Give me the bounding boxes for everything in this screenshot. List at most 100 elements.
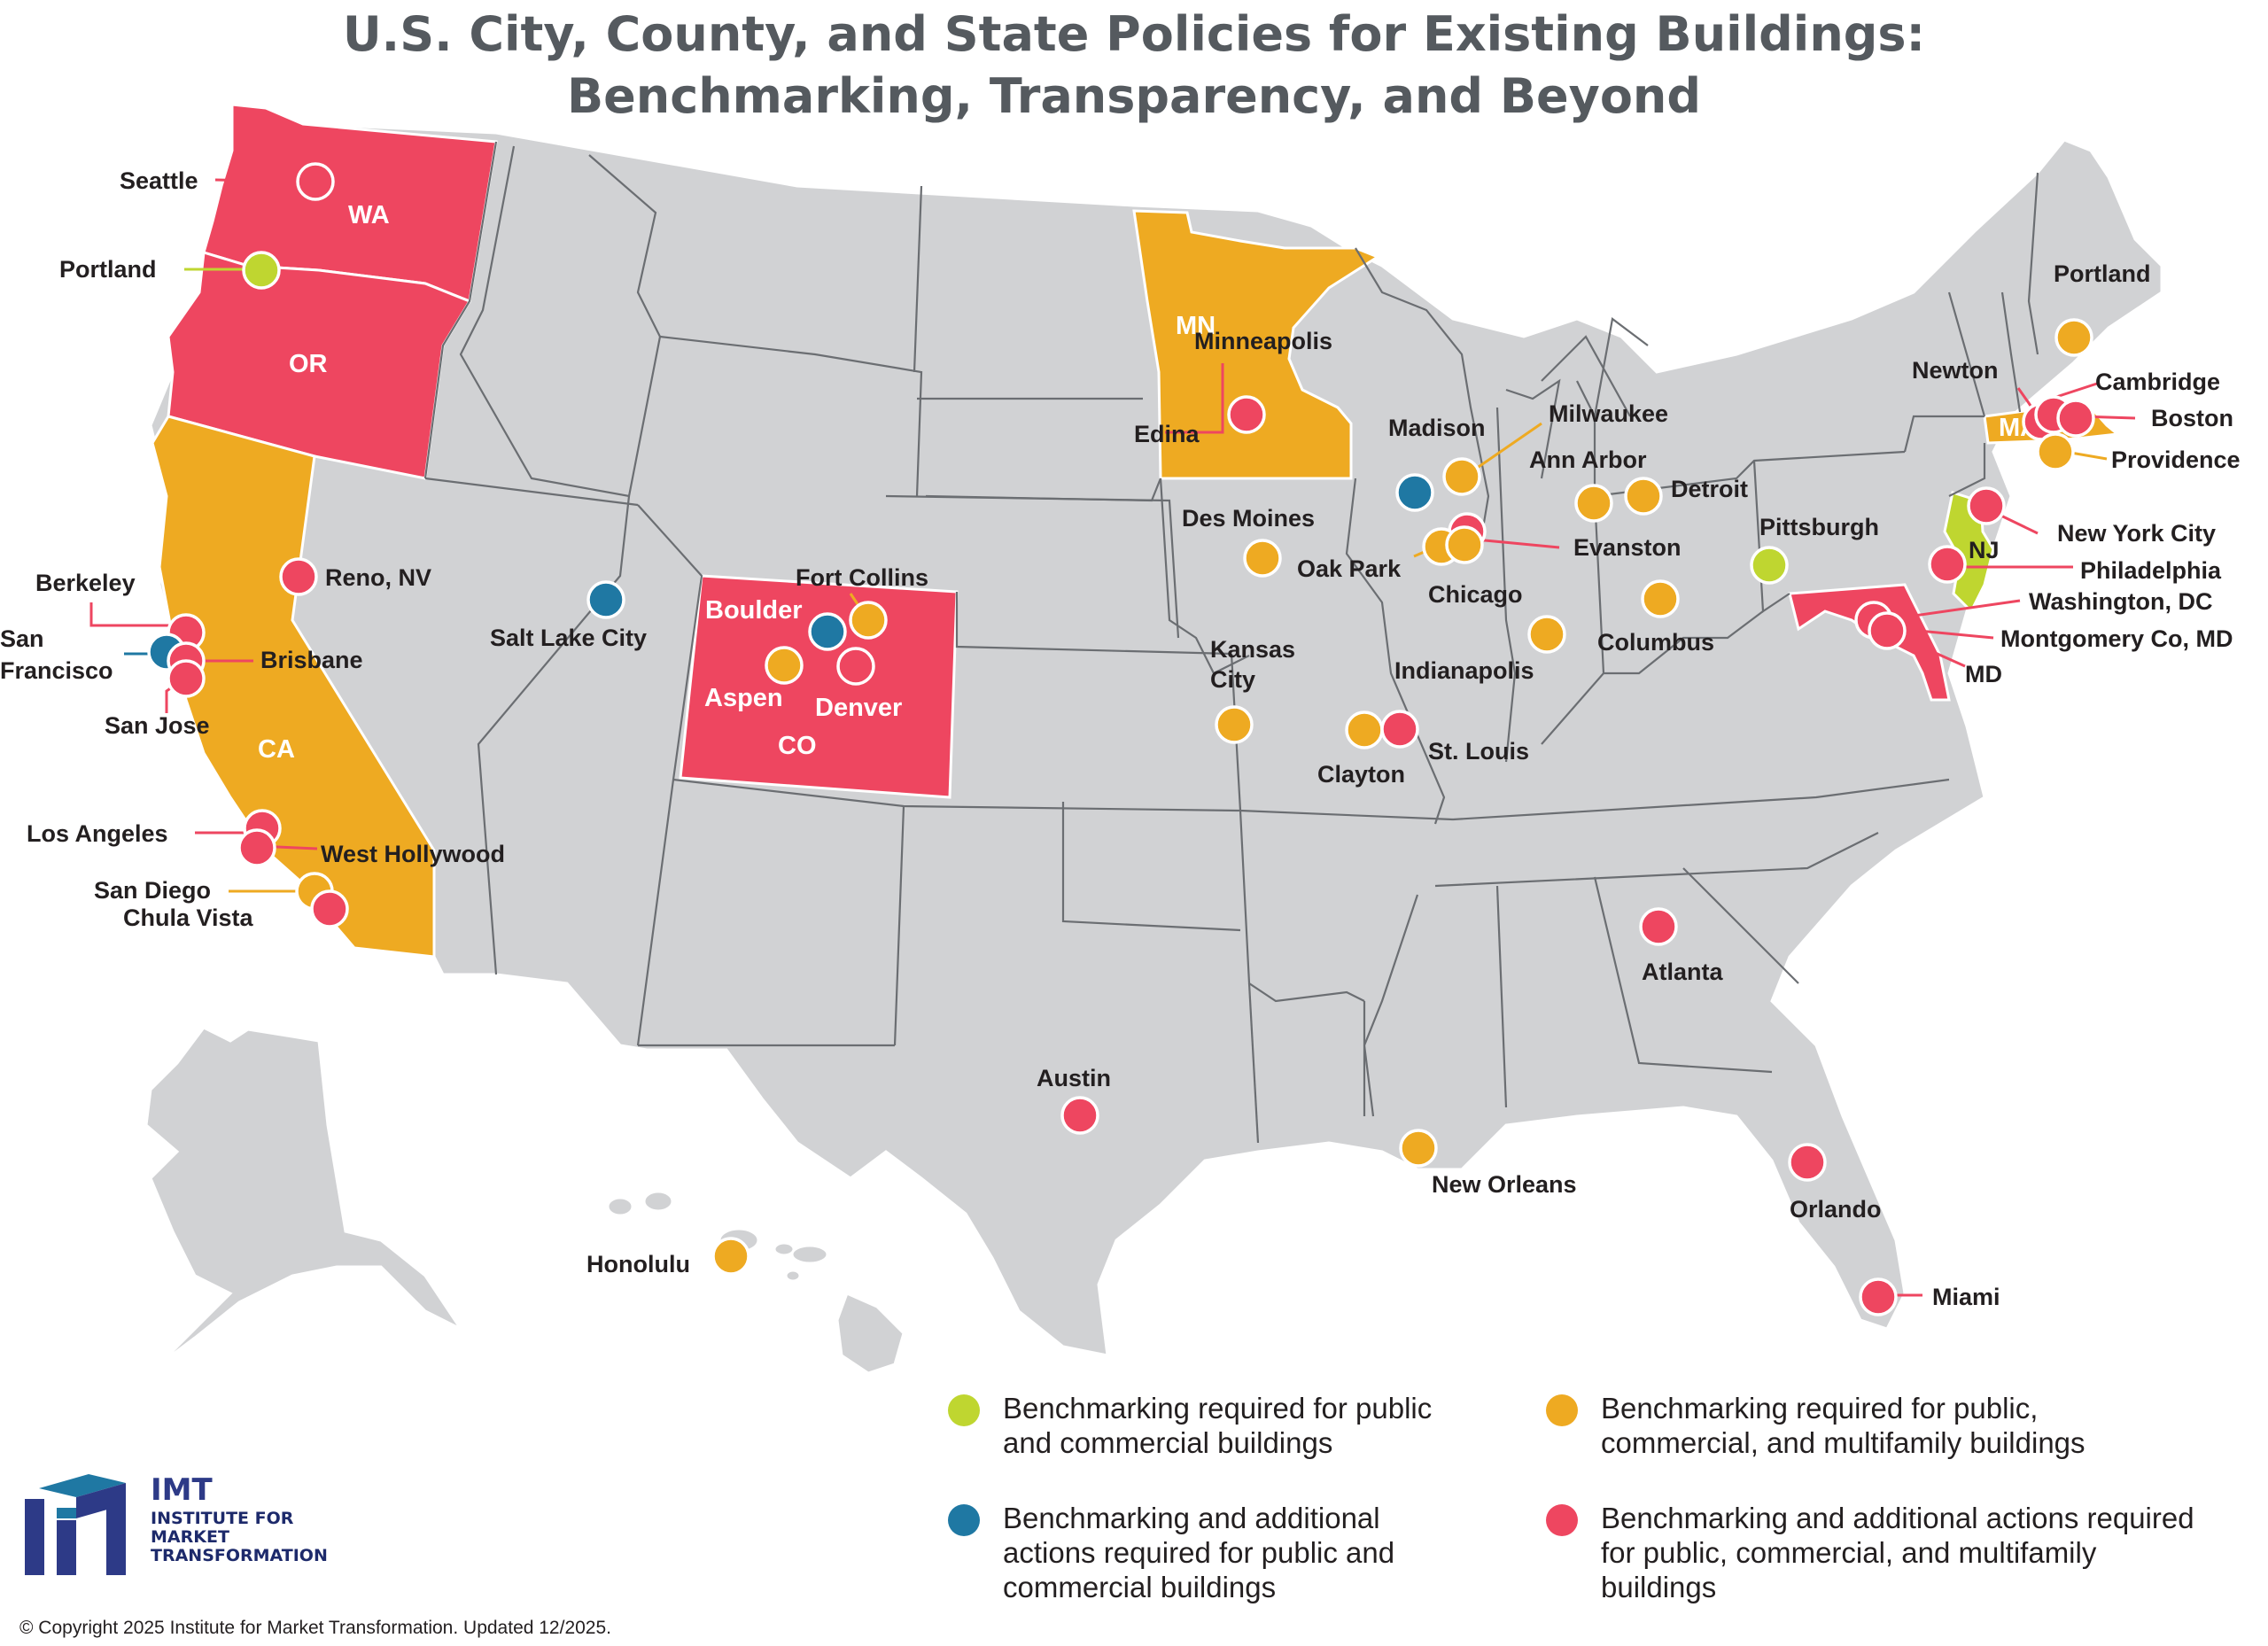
city-dot-edina xyxy=(1227,395,1266,434)
city-label-kansas-city-1: Kansas xyxy=(1210,636,1295,663)
city-dot-milwaukee xyxy=(1442,457,1481,496)
legend-text-green: Benchmarking required for public and com… xyxy=(1003,1392,1433,1459)
legend-dot-blue xyxy=(948,1504,980,1536)
city-label-brisbane: Brisbane xyxy=(260,647,363,673)
legend-dot-red xyxy=(1546,1504,1578,1536)
city-label-aspen: Aspen xyxy=(704,684,783,712)
city-label-san-diego: San Diego xyxy=(94,877,211,904)
city-label-montgomery-co: Montgomery Co, MD xyxy=(2000,625,2233,652)
legend-item-red: Benchmarking and additional actions requ… xyxy=(1546,1501,2203,1604)
city-dot-new-orleans xyxy=(1399,1129,1438,1168)
city-dot-columbus xyxy=(1641,579,1680,618)
city-label-west-hollywood: West Hollywood xyxy=(321,841,505,867)
legend-item-green: Benchmarking required for public and com… xyxy=(948,1391,1481,1460)
city-label-fort-collins: Fort Collins xyxy=(796,564,928,591)
state-label-co: CO xyxy=(778,732,817,760)
city-dot-boston xyxy=(2056,399,2095,438)
city-label-portland-me: Portland xyxy=(2054,260,2151,287)
legend-text-red: Benchmarking and additional actions requ… xyxy=(1601,1502,2194,1603)
city-dot-philadelphia xyxy=(1928,545,1967,584)
city-label-los-angeles: Los Angeles xyxy=(27,820,168,847)
city-label-new-york-city: New York City xyxy=(2057,520,2216,547)
city-dot-st-louis xyxy=(1380,710,1419,749)
map-title: U.S. City, County, and State Policies fo… xyxy=(0,4,2268,128)
city-label-oak-park: Oak Park xyxy=(1297,555,1402,582)
city-label-cambridge: Cambridge xyxy=(2095,369,2220,395)
legend-dot-green xyxy=(948,1394,980,1426)
state-label-md: MD xyxy=(1965,661,2002,687)
city-label-san-francisco-1: San xyxy=(0,625,44,652)
city-label-new-orleans: New Orleans xyxy=(1432,1171,1577,1198)
city-label-newton: Newton xyxy=(1912,357,1999,384)
alaska xyxy=(144,1026,465,1366)
logo-name: INSTITUTE FOR MARKET TRANSFORMATION xyxy=(151,1509,328,1565)
city-dot-miami xyxy=(1859,1277,1898,1316)
copyright-notice: © Copyright 2025 Institute for Market Tr… xyxy=(19,1618,612,1638)
logo-abbr: IMT xyxy=(151,1472,213,1508)
state-co xyxy=(679,574,959,799)
city-dot-providence xyxy=(2036,432,2075,471)
state-mn xyxy=(1132,209,1381,480)
city-label-boston: Boston xyxy=(2151,405,2233,431)
legend-text-orange: Benchmarking required for public, commer… xyxy=(1601,1392,2085,1459)
city-label-chicago: Chicago xyxy=(1428,581,1523,608)
city-dot-new-york-city xyxy=(1967,486,2006,525)
state-label-mn: MN xyxy=(1176,312,1216,340)
city-label-kansas-city-2: City xyxy=(1210,666,1255,693)
city-dot-kansas-city xyxy=(1215,705,1254,744)
city-label-des-moines: Des Moines xyxy=(1182,505,1315,532)
city-label-san-francisco-2: Francisco xyxy=(0,657,113,684)
city-label-clayton: Clayton xyxy=(1317,761,1405,788)
city-label-portland-or: Portland xyxy=(59,256,157,283)
city-dot-indianapolis xyxy=(1527,615,1566,654)
city-label-ann-arbor: Ann Arbor xyxy=(1529,446,1647,473)
city-dot-honolulu xyxy=(711,1237,750,1276)
hawaii xyxy=(606,1190,905,1375)
city-dot-salt-lake-city xyxy=(586,580,625,619)
city-label-washington-dc: Washington, DC xyxy=(2029,588,2212,615)
city-dot-fort-collins xyxy=(849,601,888,640)
city-label-edina: Edina xyxy=(1134,421,1200,447)
city-label-chula-vista: Chula Vista xyxy=(123,905,254,931)
city-label-milwaukee: Milwaukee xyxy=(1549,400,1668,427)
city-dot-boulder xyxy=(808,612,847,651)
map-legend: Benchmarking required for public and com… xyxy=(948,1391,2215,1612)
city-dot-atlanta xyxy=(1639,907,1678,946)
state-boundaries xyxy=(423,141,2039,1144)
state-labels: WA OR CA CO MN MA NJ MD xyxy=(258,201,2039,764)
city-dot-seattle xyxy=(296,162,335,201)
city-label-austin: Austin xyxy=(1037,1065,1111,1091)
legend-item-blue: Benchmarking and additional actions requ… xyxy=(948,1501,1464,1604)
city-dot-austin xyxy=(1060,1096,1099,1135)
city-label-minneapolis: Minneapolis xyxy=(1194,328,1332,354)
imt-logo: IMT INSTITUTE FOR MARKET TRANSFORMATION xyxy=(19,1472,338,1588)
city-dot-montgomery-co xyxy=(1868,611,1907,650)
city-dot-aspen xyxy=(765,646,804,685)
city-dot-portland-or xyxy=(242,251,281,290)
city-label-detroit: Detroit xyxy=(1671,476,1748,502)
city-labels: Seattle Portland Berkeley San Francisco … xyxy=(0,167,2241,1310)
city-label-boulder: Boulder xyxy=(705,596,803,625)
city-label-reno: Reno, NV xyxy=(325,564,431,591)
state-label-or: OR xyxy=(289,350,328,378)
city-dot-san-jose xyxy=(167,659,206,698)
city-dot-reno xyxy=(279,557,318,596)
city-label-seattle: Seattle xyxy=(120,167,198,194)
city-label-providence: Providence xyxy=(2111,446,2241,473)
city-dot-madison xyxy=(1395,473,1434,512)
city-dot-portland-me xyxy=(2054,318,2093,357)
city-dot-west-hollywood xyxy=(237,828,276,867)
city-dot-chula-vista xyxy=(310,889,349,928)
city-label-atlanta: Atlanta xyxy=(1642,959,1723,985)
city-label-philadelphia: Philadelphia xyxy=(2080,557,2222,584)
city-label-san-jose: San Jose xyxy=(105,712,210,739)
title-line-1: U.S. City, County, and State Policies fo… xyxy=(342,6,1926,62)
legend-dot-orange xyxy=(1546,1394,1578,1426)
city-label-orlando: Orlando xyxy=(1790,1196,1882,1223)
city-dot-orlando xyxy=(1788,1143,1827,1182)
city-label-denver: Denver xyxy=(815,694,902,722)
city-dot-ann-arbor xyxy=(1574,484,1613,523)
city-label-madison: Madison xyxy=(1388,415,1486,441)
land-masses xyxy=(144,103,2163,1375)
